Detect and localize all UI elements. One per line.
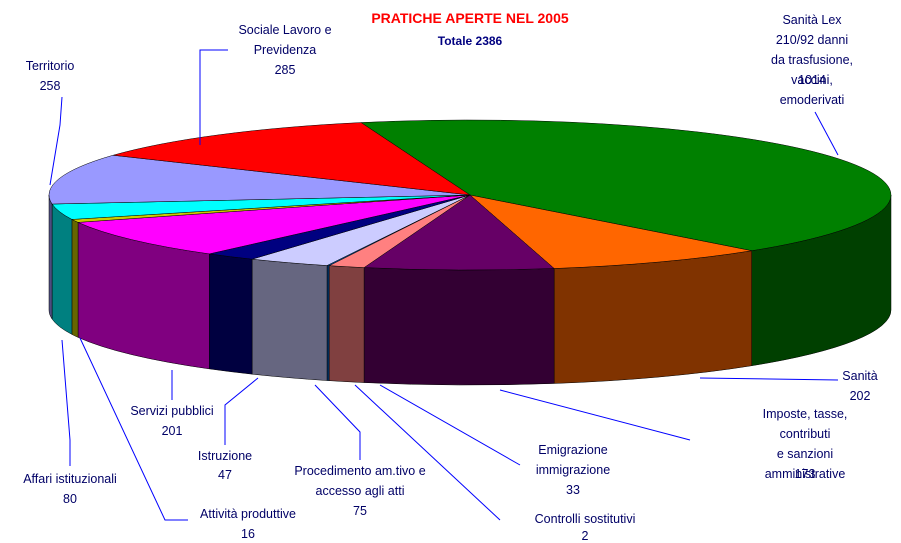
slice-value: 47 bbox=[218, 468, 232, 482]
slice bbox=[77, 194, 471, 255]
slice-label: Imposte, tasse, contributi e sanzioni am… bbox=[762, 407, 848, 481]
slice-label: Attività produttive bbox=[200, 507, 296, 521]
slice-side bbox=[209, 253, 253, 375]
slice-label: Controlli sostitutivi bbox=[534, 512, 636, 526]
leader-line bbox=[199, 49, 228, 145]
leader-line bbox=[224, 377, 259, 445]
slice bbox=[48, 155, 471, 205]
slice-side bbox=[71, 219, 79, 338]
slice-value: 173 bbox=[794, 467, 816, 481]
leader-line bbox=[814, 111, 839, 156]
slice-value: 2 bbox=[581, 529, 589, 543]
chart-title: PRATICHE APERTE NEL 2005 bbox=[371, 10, 569, 26]
slice-value: 1014 bbox=[798, 73, 826, 87]
leader-line bbox=[49, 96, 63, 186]
slice-label: Affari istituzionali bbox=[23, 472, 117, 486]
chart-subtitle: Totale 2386 bbox=[437, 34, 503, 48]
slice-side bbox=[51, 203, 73, 335]
slice bbox=[363, 194, 555, 271]
slice-value: 33 bbox=[566, 483, 580, 497]
slice-value: 16 bbox=[241, 527, 255, 541]
slice-label: Sociale Lavoro e Previdenza bbox=[238, 23, 332, 57]
leader-line bbox=[379, 384, 521, 466]
slice-side bbox=[48, 194, 53, 320]
slice-label: Emigrazione immigrazione bbox=[535, 443, 611, 477]
slice-label: Territorio bbox=[25, 59, 75, 73]
slice-value: 80 bbox=[63, 492, 77, 506]
slice-value: 285 bbox=[274, 63, 296, 77]
slice bbox=[469, 194, 752, 269]
leader-line bbox=[61, 339, 71, 466]
slice-value: 201 bbox=[161, 424, 183, 438]
slice bbox=[112, 122, 471, 196]
slice-label: Sanità bbox=[842, 369, 878, 383]
slice-value: 258 bbox=[39, 79, 61, 93]
slice-side bbox=[326, 265, 330, 381]
slice-value: 202 bbox=[849, 389, 871, 403]
slice-side bbox=[328, 265, 365, 383]
slice-label: Istruzione bbox=[197, 449, 253, 463]
leader-line bbox=[354, 384, 501, 521]
slice-value: 75 bbox=[353, 504, 367, 518]
slice-label: Procedimento am.tivo e accesso agli atti bbox=[294, 464, 426, 498]
slice-label: Servizi pubblici bbox=[130, 404, 214, 418]
leader-line bbox=[499, 389, 691, 441]
slice bbox=[360, 119, 892, 251]
slice-side bbox=[363, 267, 555, 386]
leader-line bbox=[314, 384, 361, 460]
slice-side bbox=[251, 258, 328, 381]
slice-side bbox=[553, 250, 752, 384]
slice-label: Sanità Lex 210/92 danni da trasfusione, … bbox=[771, 13, 853, 107]
leader-line bbox=[79, 337, 188, 521]
leader-line bbox=[699, 377, 839, 381]
